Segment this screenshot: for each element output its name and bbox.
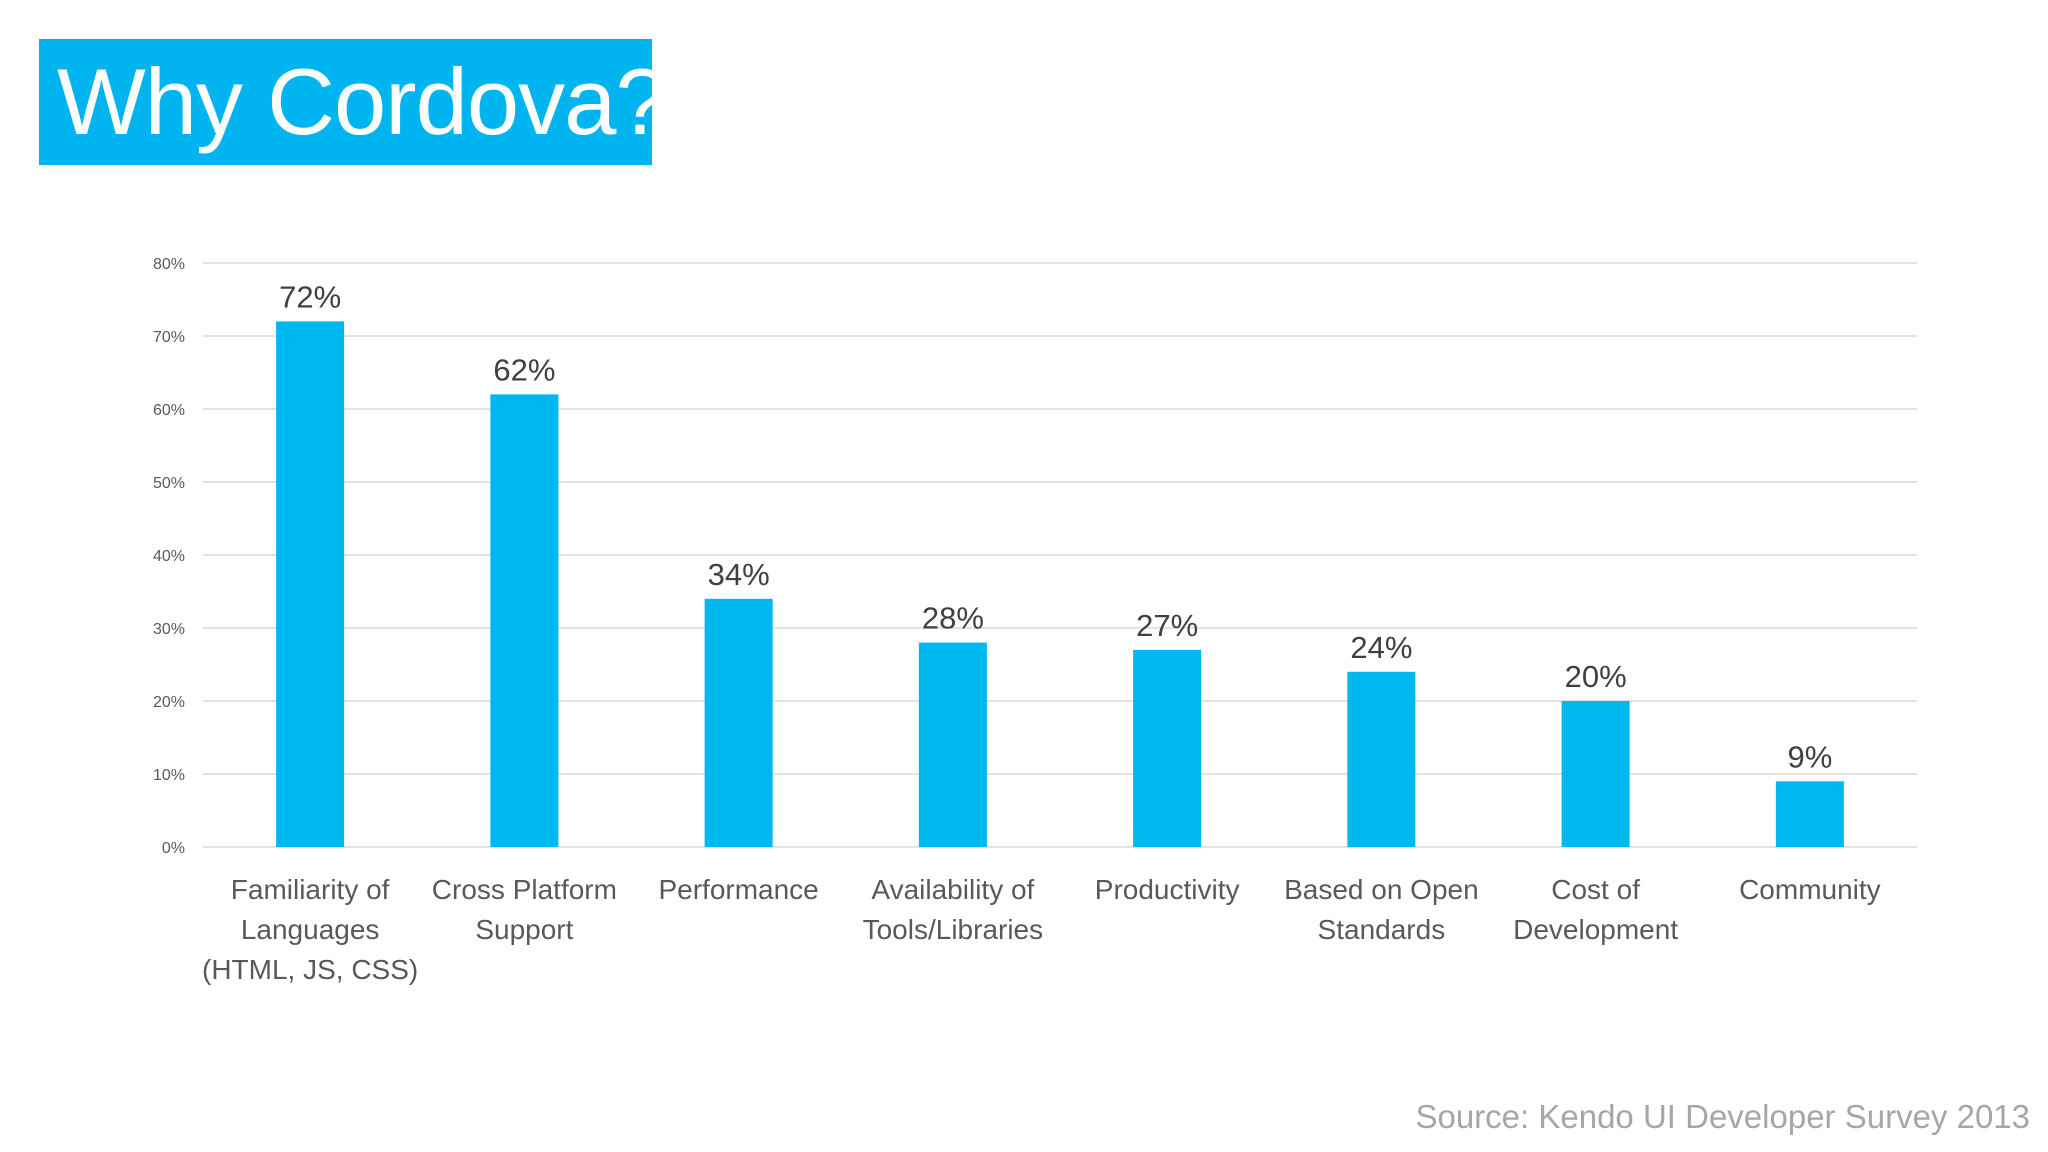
x-tick-label: Performance xyxy=(658,874,818,905)
x-tick-label: Productivity xyxy=(1095,874,1240,905)
x-tick-label: Standards xyxy=(1318,914,1446,945)
data-label: 34% xyxy=(708,557,770,592)
bar xyxy=(704,598,773,847)
y-tick-label: 50% xyxy=(153,475,185,492)
data-label: 72% xyxy=(279,279,341,314)
y-tick-label: 70% xyxy=(153,329,185,346)
x-tick-label: Development xyxy=(1513,914,1678,945)
x-tick-label: Cost of xyxy=(1551,874,1640,905)
data-label: 9% xyxy=(1787,739,1832,774)
bar xyxy=(1133,649,1202,847)
bar xyxy=(1775,781,1844,847)
bar xyxy=(1347,671,1416,847)
bar xyxy=(490,394,559,847)
data-label: 20% xyxy=(1565,659,1627,694)
x-tick-label: Availability of xyxy=(871,874,1034,905)
x-tick-label: Community xyxy=(1739,874,1881,905)
x-tick-label: Support xyxy=(475,914,573,945)
x-tick-label: Tools/Libraries xyxy=(863,914,1044,945)
y-tick-label: 10% xyxy=(153,767,185,784)
y-tick-label: 0% xyxy=(162,840,185,857)
title-banner: Why Cordova? xyxy=(39,39,668,165)
data-label: 28% xyxy=(922,601,984,636)
y-tick-label: 40% xyxy=(153,548,185,565)
data-label: 27% xyxy=(1136,608,1198,643)
y-tick-label: 80% xyxy=(153,256,185,273)
slide-title: Why Cordova? xyxy=(57,49,668,154)
x-tick-label: Cross Platform xyxy=(432,874,617,905)
y-tick-label: 60% xyxy=(153,402,185,419)
y-tick-label: 20% xyxy=(153,694,185,711)
x-tick-label: Based on Open xyxy=(1284,874,1479,905)
bar xyxy=(276,321,345,847)
x-tick-label: Languages xyxy=(241,914,380,945)
x-tick-label: Familiarity of xyxy=(231,874,390,905)
data-label: 62% xyxy=(493,352,555,387)
x-tick-label: (HTML, JS, CSS) xyxy=(202,954,418,985)
bar xyxy=(1561,701,1630,847)
y-tick-label: 30% xyxy=(153,621,185,638)
source-caption: Source: Kendo UI Developer Survey 2013 xyxy=(1415,1098,2030,1135)
data-label: 24% xyxy=(1350,630,1412,665)
bar xyxy=(918,642,987,847)
